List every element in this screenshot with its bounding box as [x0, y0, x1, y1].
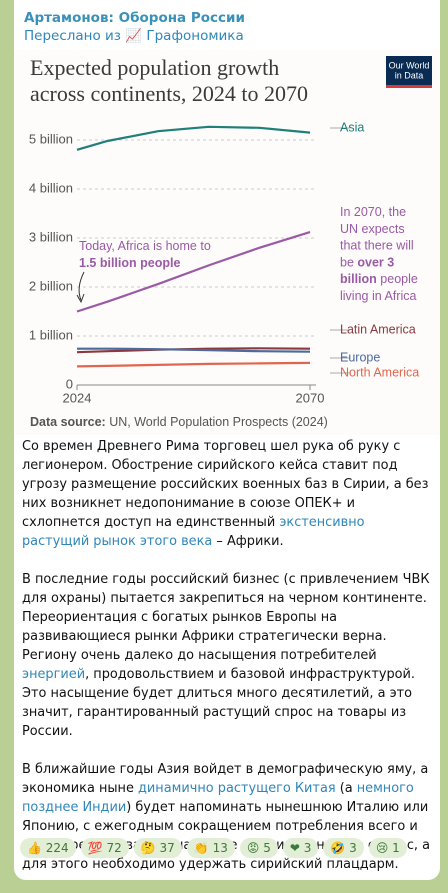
link[interactable]: динамично растущего Китая: [138, 781, 336, 796]
reaction[interactable]: 🤔 37: [133, 838, 182, 858]
series-line: [76, 361, 311, 368]
reaction[interactable]: 👍 224: [20, 838, 76, 858]
chart-background: [14, 50, 440, 435]
y-tick-label: 5 billion: [29, 131, 73, 146]
paragraph: Со времен Древнего Рима торговец шел рук…: [22, 437, 434, 551]
y-tick-label: 3 billion: [29, 229, 73, 244]
logo-text: in Data: [395, 70, 424, 80]
text-run: (а: [335, 781, 357, 796]
annotation: billion people: [340, 272, 418, 286]
legend-label: Latin America: [340, 322, 416, 336]
text-run: , продовольствием и базовой инфраструкту…: [22, 667, 416, 739]
y-tick-label: 0: [66, 376, 73, 391]
annotation: Today, Africa is home to: [79, 239, 211, 253]
page: Артамонов: Оборона России Переслано из 📈…: [14, 0, 440, 880]
arrow-head: [76, 293, 85, 304]
reaction-count: 13: [212, 841, 228, 855]
reaction-count: 3: [303, 841, 312, 855]
logo-box: [386, 56, 432, 88]
reaction[interactable]: 👏 13: [186, 838, 235, 858]
reaction-emoji: 👏: [193, 841, 209, 855]
reaction-emoji: 😢: [375, 841, 389, 855]
chart-title: Expected population growth: [30, 55, 279, 80]
series-line: [77, 347, 311, 353]
annotation-part: Today, Africa is home to: [79, 239, 211, 253]
annotation: 1.5 billion people: [79, 256, 180, 270]
reaction-count: 72: [106, 841, 122, 855]
reaction-emoji: 😡: [246, 841, 260, 855]
text-run: – Африки.: [212, 534, 284, 549]
text-run: В последние годы российский бизнес (с пр…: [22, 572, 430, 663]
chart-title: across continents, 2024 to 2070: [30, 81, 308, 106]
reaction-count: 37: [159, 841, 175, 855]
series-line: [76, 125, 311, 151]
reaction[interactable]: 💯 72: [80, 838, 129, 858]
link[interactable]: экстенсивно растущий рынок этого века: [22, 515, 365, 549]
link[interactable]: энергией: [22, 667, 86, 682]
annotation-part: people: [377, 272, 418, 286]
annotation-part: living in Africa: [340, 289, 416, 303]
annotation-part: 1.5 billion people: [79, 256, 180, 270]
reaction-count: 3: [349, 841, 357, 855]
message-text: Со времен Древнего Рима торговец шел рук…: [22, 437, 434, 893]
reaction-emoji: ❤: [289, 841, 300, 855]
annotation-part: that there will: [340, 239, 414, 253]
reaction-emoji: 🤔: [140, 841, 156, 855]
reactions: 👍 224 💯 72 🤔 37 👏 13 😡 5 ❤ 3 🤣 3 😢 1: [20, 838, 407, 858]
annotation-arrow: [78, 271, 85, 301]
x-tick-label: 2070: [296, 390, 325, 405]
paragraph: В последние годы российский бизнес (с пр…: [22, 570, 434, 741]
chart-source: Data source: UN, World Population Prospe…: [30, 415, 328, 429]
legend-label: Asia: [340, 120, 364, 134]
reaction-count: 224: [45, 841, 69, 855]
reaction[interactable]: ❤ 3: [282, 838, 319, 858]
annotation: living in Africa: [340, 289, 416, 303]
link[interactable]: немного позднее Индии: [22, 781, 414, 815]
reaction-count: 5: [263, 841, 271, 855]
channel-name[interactable]: Артамонов: Оборона России: [24, 10, 245, 26]
annotation-part: UN expects: [340, 222, 405, 236]
reaction[interactable]: 😢 1: [368, 838, 407, 858]
reaction-count: 1: [392, 841, 400, 855]
y-tick-label: 2 billion: [29, 278, 73, 293]
text-run: В ближайшие годы Азия войдет в демографи…: [22, 762, 429, 796]
annotation-part: over 3: [357, 256, 394, 270]
annotation-part: In 2070, the: [340, 205, 406, 219]
logo-text: Our World: [389, 60, 430, 70]
legend-label: North America: [340, 365, 419, 379]
annotation-part: billion: [340, 272, 377, 286]
annotation-part: be: [340, 256, 357, 270]
annotation: UN expects: [340, 222, 405, 236]
reaction-emoji: 🤣: [330, 841, 346, 855]
y-tick-label: 4 billion: [29, 180, 73, 195]
reaction-emoji: 👍: [27, 841, 42, 855]
source-part: UN, World Population Prospects (2024): [106, 415, 328, 429]
legend-label: Europe: [340, 350, 380, 364]
forwarded-from[interactable]: Переслано из 📈 Графономика: [24, 28, 244, 44]
y-tick-label: 1 billion: [29, 327, 73, 342]
series-line: [76, 231, 311, 313]
annotation: be over 3: [340, 256, 394, 270]
x-tick-label: 2024: [63, 390, 92, 405]
source-part: Data source:: [30, 415, 106, 429]
reaction[interactable]: 🤣 3: [323, 838, 364, 858]
annotation: In 2070, the: [340, 205, 406, 219]
text-run: Со времен Древнего Рима торговец шел рук…: [22, 439, 429, 530]
annotation: that there will: [340, 239, 414, 253]
logo-bar: [386, 85, 432, 88]
reaction-emoji: 💯: [87, 841, 103, 855]
reaction[interactable]: 😡 5: [239, 838, 278, 858]
